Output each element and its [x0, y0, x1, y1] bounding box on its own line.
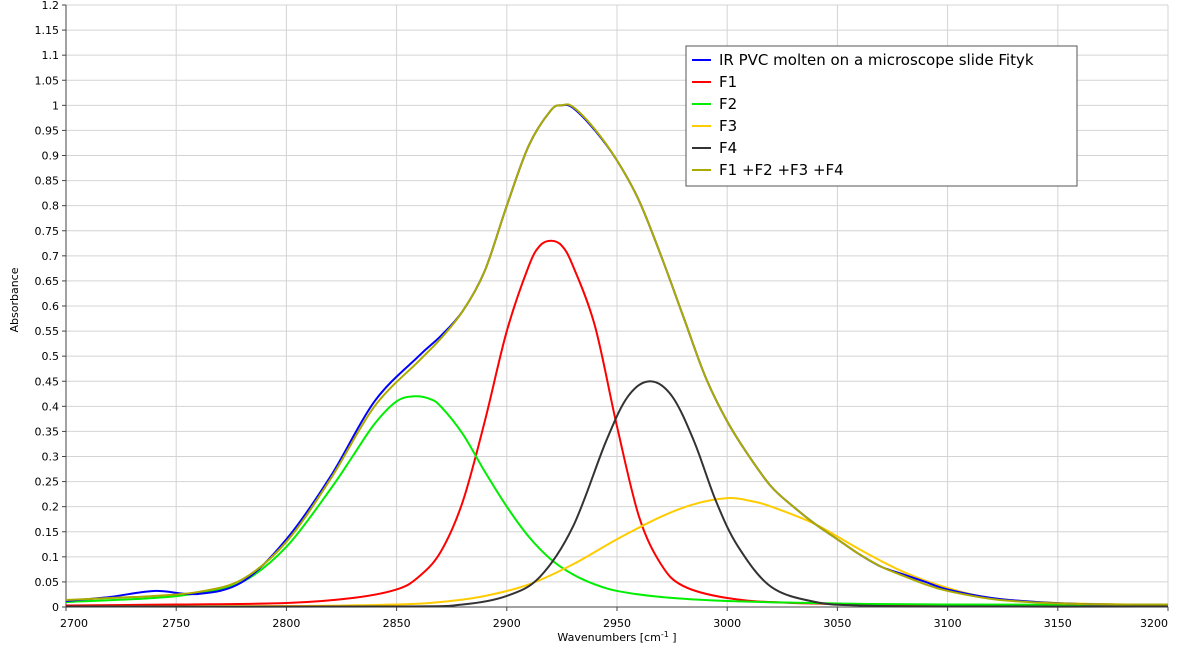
series-line-f1 [65, 239, 1169, 607]
y-tick-label: 0.55 [35, 325, 60, 338]
y-tick-label: 0.5 [42, 350, 60, 363]
x-tick-label: 2750 [162, 617, 190, 630]
series-line-sum [65, 103, 1169, 606]
y-tick-label: 0.25 [35, 476, 60, 489]
y-tick-label: 0.75 [35, 225, 60, 238]
y-tick-label: 0.7 [42, 250, 60, 263]
y-tick-label: 0.4 [42, 400, 60, 413]
y-tick-label: 0.9 [42, 150, 60, 163]
y-tick-label: 0.15 [35, 526, 60, 539]
y-tick-label: 0.6 [42, 300, 60, 313]
y-tick-label: 1.2 [42, 0, 60, 12]
x-tick-label: 3000 [713, 617, 741, 630]
x-tick-label: 2900 [493, 617, 521, 630]
x-axis-title-sup: -1 [661, 630, 669, 639]
y-tick-label: 0.65 [35, 275, 60, 288]
x-axis-title-end: ] [669, 631, 677, 644]
y-tick-label: 1.15 [35, 24, 60, 37]
y-tick-label: 1.05 [35, 74, 60, 87]
y-tick-label: 0.05 [35, 576, 60, 589]
legend-label: IR PVC molten on a microscope slide Fity… [719, 51, 1034, 69]
y-tick-label: 0.35 [35, 425, 60, 438]
x-tick-label: 3050 [823, 617, 851, 630]
legend-label: F1 [719, 73, 737, 91]
y-tick-label: 0.45 [35, 375, 60, 388]
y-tick-label: 0.95 [35, 124, 60, 137]
x-tick-label: 2700 [60, 617, 88, 630]
legend-label: F1 +F2 +F3 +F4 [719, 161, 844, 179]
y-tick-label: 0.8 [42, 200, 60, 213]
y-axis-ticks: 0 0.05 0.1 0.15 0.2 0.25 0.3 0.35 0.4 0.45 0.5 0.55… [35, 0, 66, 614]
y-tick-label: 0 [52, 601, 59, 614]
legend-label: F3 [719, 117, 737, 135]
x-tick-label: 3150 [1044, 617, 1072, 630]
y-tick-label: 0.3 [42, 451, 60, 464]
x-tick-label: 2950 [603, 617, 631, 630]
x-axis-ticks: 2700 2750 2800 2850 2900 2950 3000 3050 3100 3150… [60, 607, 1169, 630]
y-tick-label: 0.2 [42, 501, 60, 514]
series-line-f4 [65, 380, 1169, 608]
x-axis-title: Wavenumbers [cm-1 ] [557, 630, 676, 644]
x-tick-label: 3200 [1140, 617, 1168, 630]
legend: IR PVC molten on a microscope slide Fity… [685, 45, 1078, 187]
y-axis-title: Absorbance [8, 267, 21, 332]
x-tick-label: 2800 [272, 617, 300, 630]
x-tick-label: 2850 [383, 617, 411, 630]
x-tick-label: 3100 [934, 617, 962, 630]
series-lines [65, 103, 1169, 608]
y-tick-label: 0.1 [42, 551, 60, 564]
legend-label: F4 [719, 139, 737, 157]
legend-label: F2 [719, 95, 737, 113]
y-tick-label: 1 [52, 99, 59, 112]
x-axis-title-main: Wavenumbers [cm [557, 631, 660, 644]
y-tick-label: 1.1 [42, 49, 60, 62]
series-line-f3 [65, 497, 1169, 608]
y-tick-label: 0.85 [35, 175, 60, 188]
series-line-f2 [65, 395, 1169, 606]
legend-box [685, 45, 1078, 187]
